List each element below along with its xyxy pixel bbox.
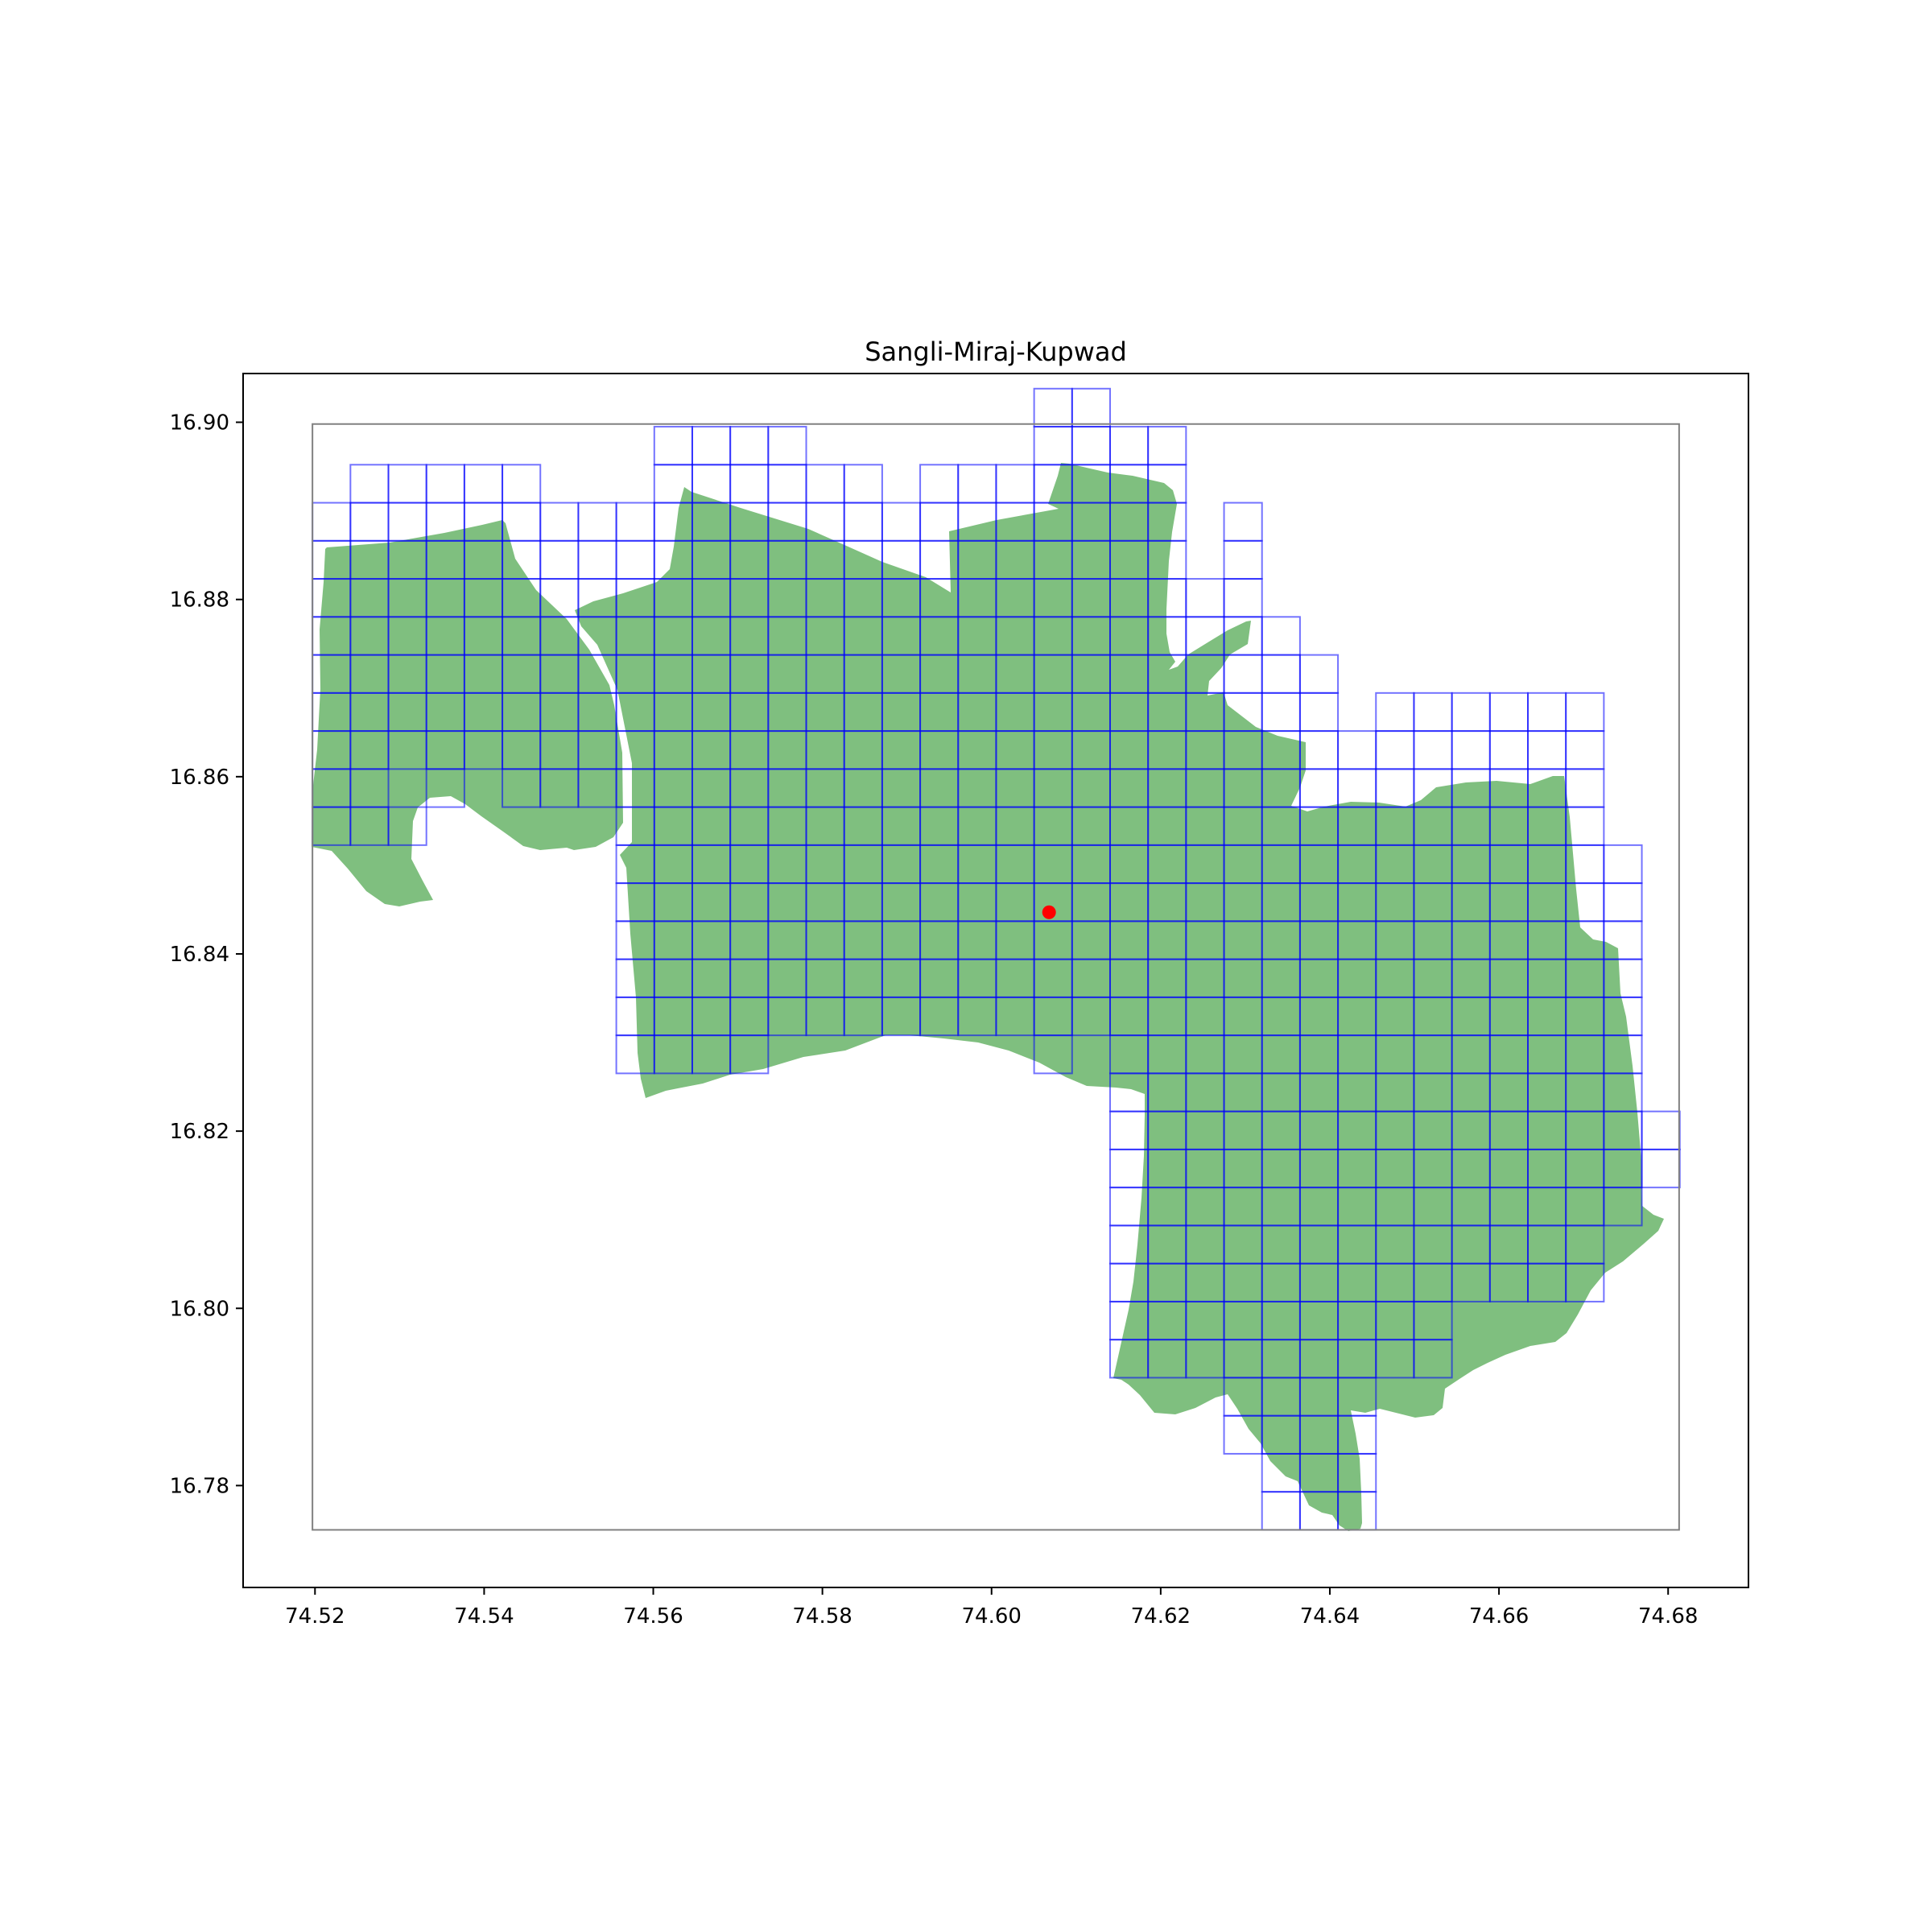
grid-cell — [387, 806, 427, 846]
y-tick-label: 16.82 — [170, 1120, 229, 1144]
grid-cell — [1413, 1339, 1453, 1379]
y-axis: 16.78 16.80 16.82 16.84 16.86 16.88 16.90 — [170, 411, 243, 1498]
grid-cells — [312, 387, 1681, 1531]
center-point — [1042, 905, 1056, 919]
x-tick-label: 74.56 — [623, 1604, 683, 1629]
y-tick-label: 16.84 — [170, 943, 229, 967]
bounding-box — [312, 423, 1680, 1531]
x-tick-label: 74.52 — [285, 1604, 345, 1629]
y-tick-label: 16.80 — [170, 1297, 229, 1321]
plot-area — [312, 387, 1681, 1531]
x-tick-label: 74.66 — [1469, 1604, 1529, 1629]
x-tick-label: 74.68 — [1638, 1604, 1698, 1629]
grid-cell — [1565, 1262, 1605, 1302]
grid-cell — [1033, 1034, 1073, 1075]
x-axis: 74.52 74.54 74.56 74.58 74.60 74.62 74.64 74.66… — [285, 1587, 1698, 1629]
y-tick-label: 16.90 — [170, 411, 229, 436]
y-tick-label: 16.88 — [170, 588, 229, 613]
grid-cell — [1603, 1187, 1643, 1227]
chart-title: Sangli-Miraj-Kupwad — [865, 336, 1127, 367]
x-tick-label: 74.60 — [962, 1604, 1022, 1629]
y-tick-label: 16.86 — [170, 766, 229, 790]
y-tick-label: 16.78 — [170, 1474, 229, 1498]
grid-cell — [729, 1034, 770, 1075]
grid-cell — [425, 768, 465, 808]
x-tick-label: 74.58 — [792, 1604, 852, 1629]
axes-frame — [242, 373, 1749, 1588]
x-tick-label: 74.62 — [1131, 1604, 1191, 1629]
x-tick-label: 74.64 — [1300, 1604, 1360, 1629]
x-tick-label: 74.54 — [454, 1604, 514, 1629]
